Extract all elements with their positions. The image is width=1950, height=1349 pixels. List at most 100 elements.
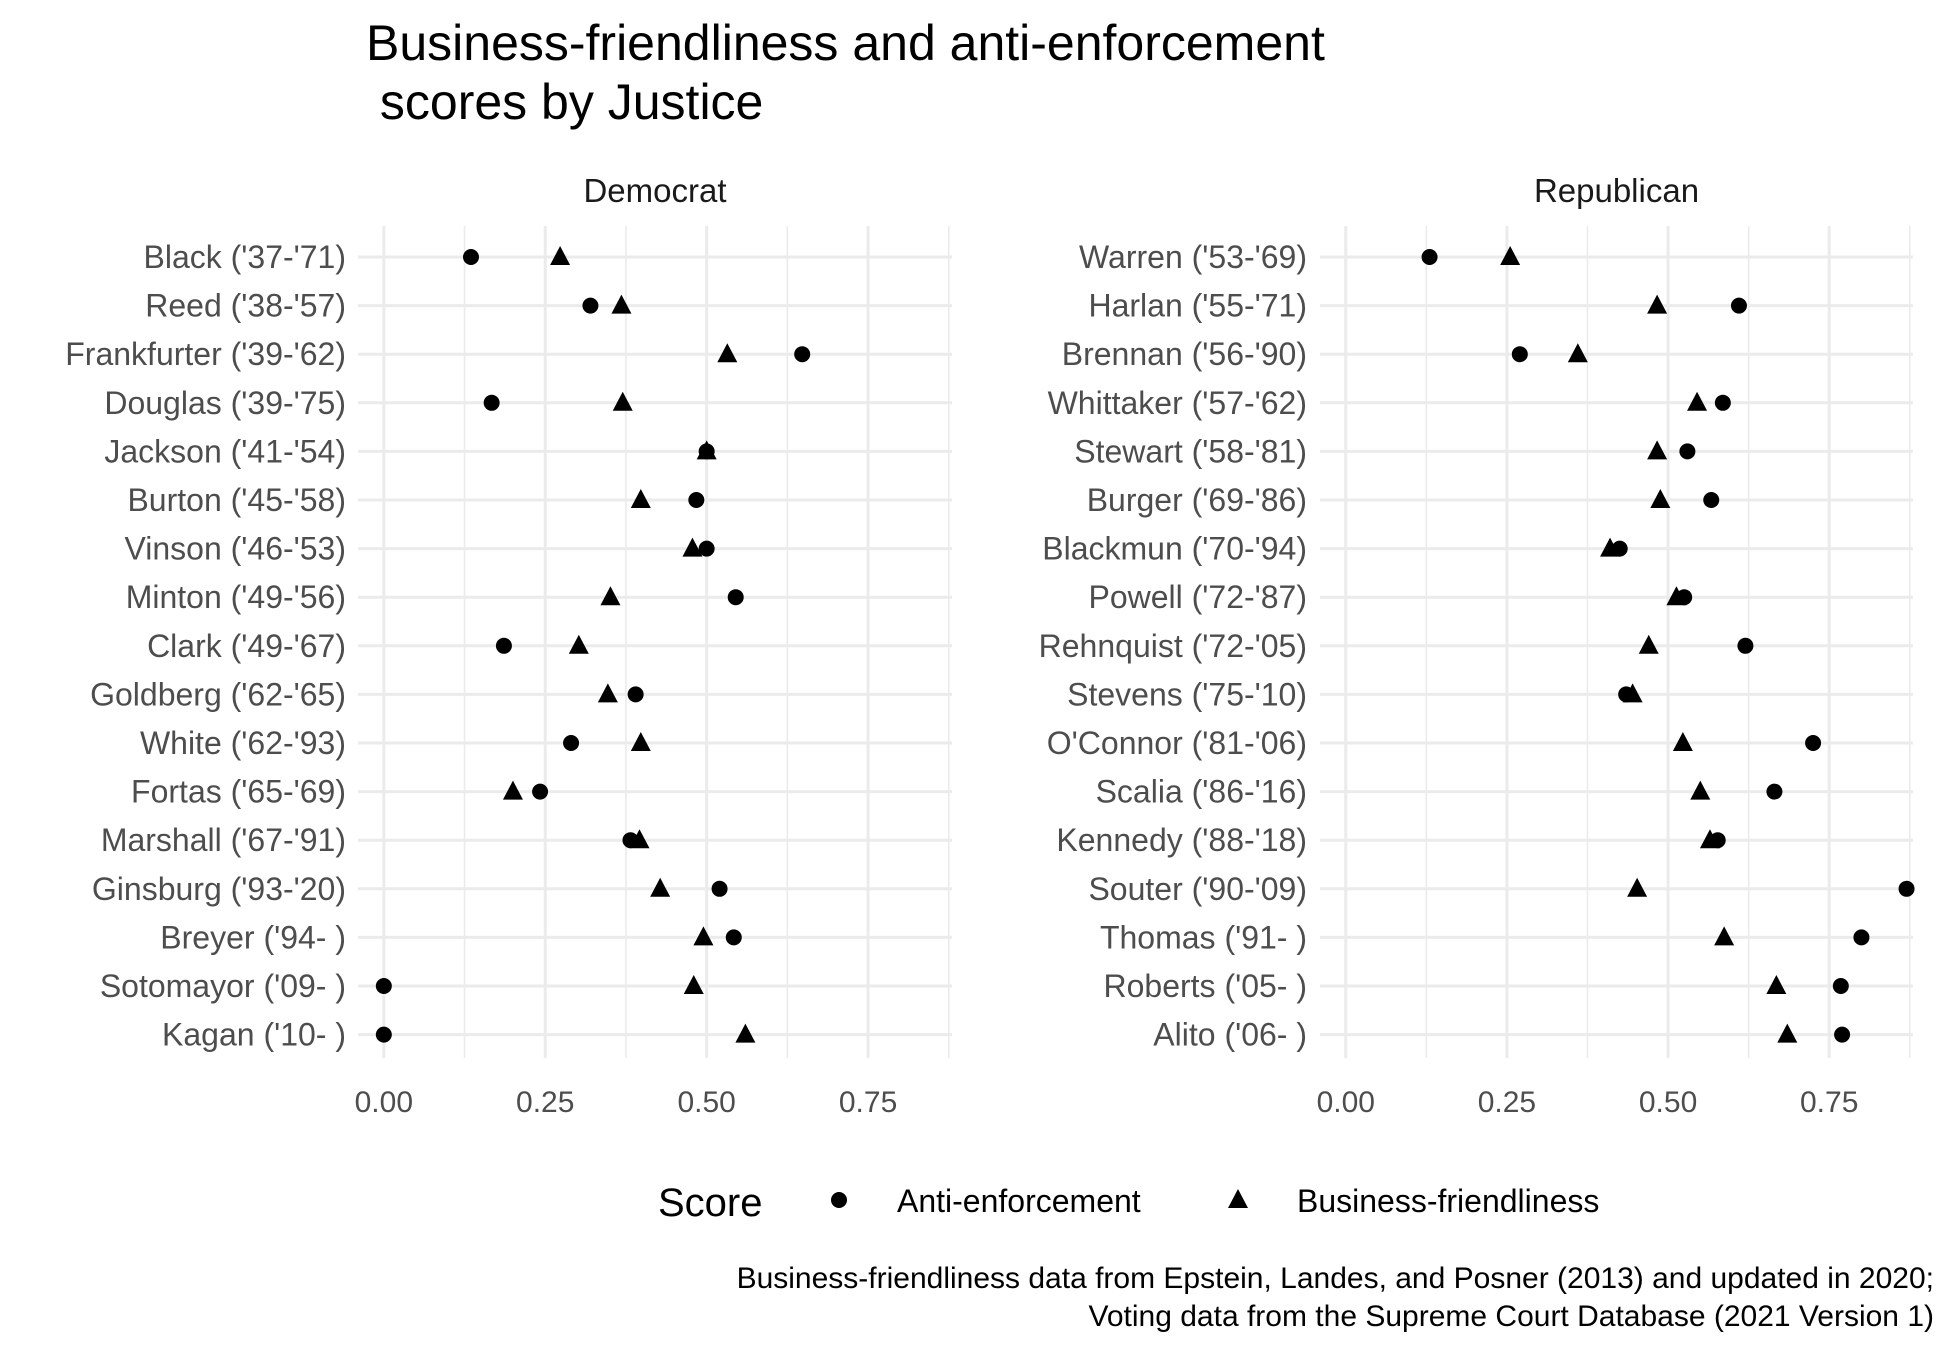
chart-title-line-2: scores by Justice: [366, 74, 763, 130]
panel-republican: Republican Warren ('53-'69) Harlan ('55-'7…: [1039, 172, 1915, 1119]
y-tick-label: Blackmun ('70-'94): [1042, 531, 1307, 567]
point-anti-enforcement: [1679, 443, 1696, 460]
point-business-friendliness: [1622, 683, 1643, 703]
point-business-friendliness: [696, 440, 717, 460]
legend: Score Anti-enforcement Business-friendli…: [658, 1181, 1599, 1225]
y-tick-label: Douglas ('39-'75): [104, 385, 346, 421]
chart-title-line-1: Business-friendliness and anti-enforceme…: [366, 15, 1325, 71]
point-anti-enforcement: [1703, 492, 1720, 508]
point-business-friendliness: [1647, 294, 1668, 314]
y-tick-label: Reed ('38-'57): [145, 288, 346, 324]
x-tick-label: 0.00: [355, 1086, 413, 1119]
point-business-friendliness: [630, 489, 651, 508]
y-tick-label: Marshall ('67-'91): [101, 822, 346, 858]
y-tick-label: O'Connor ('81-'06): [1047, 725, 1307, 761]
point-anti-enforcement: [1737, 637, 1754, 654]
y-tick-label: Rehnquist ('72-'05): [1039, 628, 1307, 664]
chart-panels: Democrat Black ('37-'71) Reed ('38-'57) Fra…: [65, 172, 1915, 1119]
point-anti-enforcement: [727, 589, 744, 606]
point-business-friendliness: [1690, 780, 1711, 800]
y-tick-label: Ginsburg ('93-'20): [92, 871, 346, 907]
y-tick-label: Stewart ('58-'81): [1074, 433, 1307, 469]
caption-line-1: Business-friendliness data from Epstein,…: [737, 1262, 1934, 1295]
point-anti-enforcement: [375, 978, 392, 994]
y-tick-label: Black ('37-'71): [143, 239, 346, 275]
point-anti-enforcement: [532, 783, 549, 800]
y-tick-label: Sotomayor ('09- ): [100, 968, 346, 1004]
point-anti-enforcement: [1511, 346, 1528, 363]
y-tick-label: Goldberg ('62-'65): [90, 676, 346, 712]
legend-label-anti-enforcement: Anti-enforcement: [897, 1183, 1141, 1219]
point-anti-enforcement: [375, 1026, 392, 1043]
point-business-friendliness: [1638, 634, 1659, 654]
x-tick-label: 0.75: [839, 1086, 897, 1119]
panel-democrat: Democrat Black ('37-'71) Reed ('38-'57) Fra…: [65, 172, 952, 1119]
point-business-friendliness: [1650, 489, 1671, 508]
y-tick-label: Stevens ('75-'10): [1067, 676, 1307, 712]
y-tick-label: Burton ('45-'58): [127, 482, 346, 518]
point-business-friendliness: [568, 634, 589, 654]
point-business-friendliness: [1500, 246, 1521, 265]
y-tick-label: Harlan ('55-'71): [1088, 288, 1307, 324]
y-tick-label: Brennan ('56-'90): [1062, 336, 1307, 372]
x-tick-label: 0.50: [1639, 1086, 1697, 1119]
point-business-friendliness: [735, 1023, 756, 1043]
legend-triangle-marker: [1228, 1189, 1248, 1208]
y-tick-label: Alito ('06- ): [1153, 1017, 1307, 1053]
point-business-friendliness: [1699, 829, 1720, 849]
point-business-friendliness: [1672, 732, 1693, 751]
y-tick-label: Fortas ('65-'69): [131, 774, 346, 810]
point-business-friendliness: [1567, 343, 1588, 363]
legend-circle-marker: [831, 1192, 847, 1208]
point-business-friendliness: [502, 780, 523, 800]
y-tick-label: White ('62-'93): [140, 725, 346, 761]
point-business-friendliness: [600, 586, 621, 606]
point-anti-enforcement: [1714, 394, 1731, 411]
point-anti-enforcement: [1834, 1026, 1851, 1043]
point-anti-enforcement: [1805, 735, 1822, 751]
point-business-friendliness: [1647, 440, 1668, 460]
point-anti-enforcement: [495, 637, 512, 654]
y-tick-label: Warren ('53-'69): [1079, 239, 1307, 275]
point-business-friendliness: [630, 732, 651, 751]
point-business-friendliness: [611, 294, 632, 314]
point-business-friendliness: [693, 926, 714, 946]
y-tick-label: Jackson ('41-'54): [104, 433, 346, 469]
point-business-friendliness: [682, 537, 703, 557]
panel-strip-label: Republican: [1534, 172, 1699, 209]
point-anti-enforcement: [698, 540, 715, 557]
point-anti-enforcement: [1898, 880, 1915, 897]
point-anti-enforcement: [483, 394, 500, 411]
y-tick-label: Kennedy ('88-'18): [1056, 822, 1307, 858]
x-tick-label: 0.50: [677, 1086, 735, 1119]
point-anti-enforcement: [563, 735, 580, 751]
point-anti-enforcement: [1853, 929, 1870, 946]
point-business-friendliness: [1714, 926, 1735, 946]
point-anti-enforcement: [711, 880, 728, 897]
x-tick-label: 0.00: [1317, 1086, 1375, 1119]
y-tick-label: Roberts ('05- ): [1104, 968, 1308, 1004]
point-anti-enforcement: [794, 346, 811, 363]
y-tick-label: Frankfurter ('39-'62): [65, 336, 346, 372]
x-tick-label: 0.75: [1800, 1086, 1858, 1119]
point-anti-enforcement: [462, 249, 479, 265]
point-anti-enforcement: [1421, 249, 1438, 265]
point-anti-enforcement: [725, 929, 742, 946]
point-business-friendliness: [683, 975, 704, 994]
y-tick-label: Souter ('90-'09): [1088, 871, 1307, 907]
point-anti-enforcement: [582, 297, 599, 314]
point-business-friendliness: [629, 829, 650, 849]
point-anti-enforcement: [627, 686, 644, 703]
point-business-friendliness: [1600, 537, 1621, 557]
point-business-friendliness: [1666, 586, 1687, 606]
point-anti-enforcement: [1730, 297, 1747, 314]
caption-line-2: Voting data from the Supreme Court Datab…: [1089, 1300, 1935, 1333]
legend-title: Score: [658, 1181, 763, 1225]
point-anti-enforcement: [688, 492, 705, 508]
x-tick-label: 0.25: [1478, 1086, 1536, 1119]
y-tick-label: Powell ('72-'87): [1088, 579, 1307, 615]
x-tick-label: 0.25: [516, 1086, 574, 1119]
panel-strip-label: Democrat: [583, 172, 726, 209]
y-tick-label: Scalia ('86-'16): [1096, 774, 1307, 810]
